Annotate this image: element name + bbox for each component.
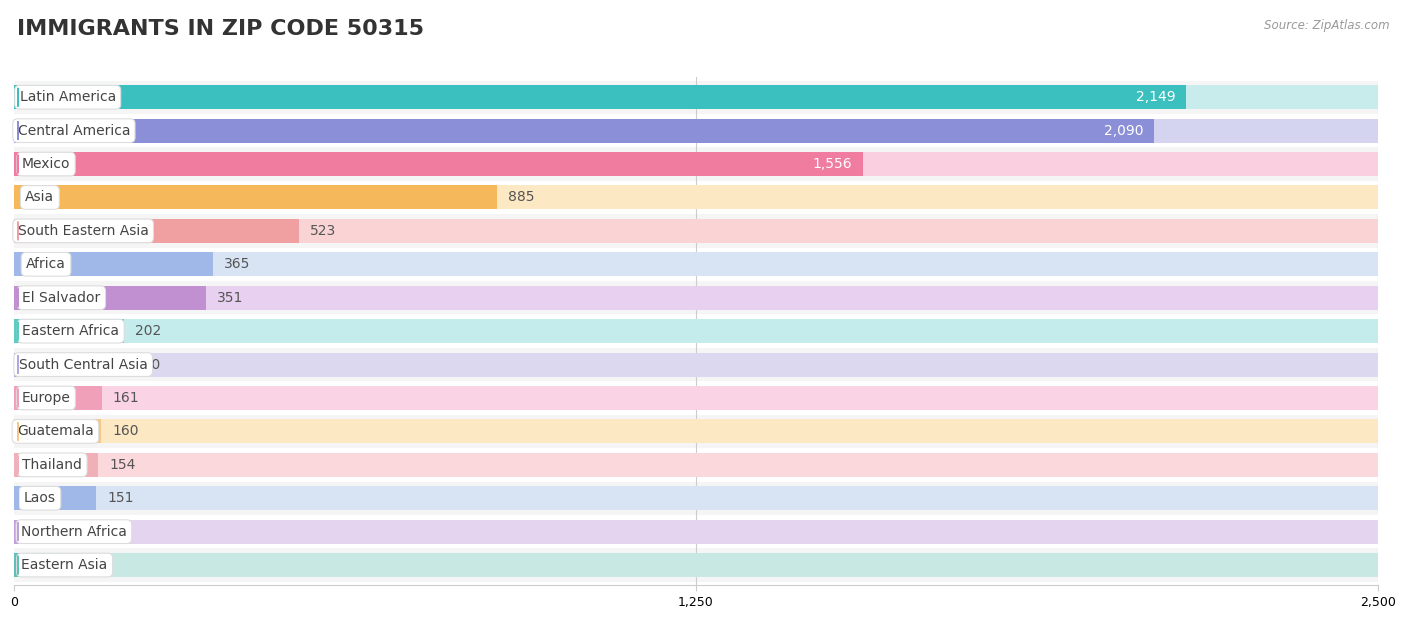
Text: Guatemala: Guatemala bbox=[17, 424, 94, 439]
Bar bbox=[14, 486, 1378, 511]
Bar bbox=[14, 219, 1378, 243]
Text: 200: 200 bbox=[134, 358, 160, 372]
Bar bbox=[14, 381, 1378, 415]
Bar bbox=[14, 352, 124, 377]
Text: Eastern Asia: Eastern Asia bbox=[21, 558, 108, 572]
Text: 885: 885 bbox=[508, 190, 534, 204]
Bar bbox=[14, 152, 863, 176]
Text: South Central Asia: South Central Asia bbox=[18, 358, 148, 372]
Bar bbox=[14, 85, 1378, 109]
Bar bbox=[14, 515, 1378, 548]
Text: 112: 112 bbox=[86, 558, 112, 572]
Bar bbox=[14, 219, 299, 243]
Bar bbox=[14, 281, 1378, 314]
Bar bbox=[14, 181, 1378, 214]
Bar bbox=[14, 252, 1378, 276]
Bar bbox=[14, 214, 1378, 248]
Bar bbox=[14, 319, 124, 343]
Bar bbox=[14, 85, 1187, 109]
Bar bbox=[14, 386, 1378, 410]
Text: Northern Africa: Northern Africa bbox=[21, 525, 127, 539]
Bar bbox=[14, 352, 1378, 377]
Bar bbox=[14, 118, 1154, 143]
Text: Africa: Africa bbox=[27, 257, 66, 271]
Bar bbox=[14, 252, 214, 276]
Bar bbox=[14, 419, 1378, 444]
Text: Asia: Asia bbox=[25, 190, 55, 204]
Bar bbox=[14, 520, 76, 544]
Bar bbox=[14, 453, 1378, 477]
Text: Laos: Laos bbox=[24, 491, 56, 505]
Text: 160: 160 bbox=[112, 424, 139, 439]
Text: 151: 151 bbox=[107, 491, 134, 505]
Text: Source: ZipAtlas.com: Source: ZipAtlas.com bbox=[1264, 19, 1389, 32]
Text: 365: 365 bbox=[224, 257, 250, 271]
Bar bbox=[14, 248, 1378, 281]
Text: 1,556: 1,556 bbox=[813, 157, 852, 171]
Text: 202: 202 bbox=[135, 324, 162, 338]
Bar bbox=[14, 386, 101, 410]
Text: Latin America: Latin America bbox=[20, 90, 115, 104]
Text: Central America: Central America bbox=[18, 123, 131, 138]
Bar bbox=[14, 520, 1378, 544]
Bar bbox=[14, 185, 1378, 210]
Text: Eastern Africa: Eastern Africa bbox=[22, 324, 120, 338]
Text: 523: 523 bbox=[311, 224, 336, 238]
Bar bbox=[14, 152, 1378, 176]
Bar bbox=[14, 553, 75, 577]
Text: Europe: Europe bbox=[21, 391, 70, 405]
Bar bbox=[14, 118, 1378, 143]
Bar bbox=[14, 548, 1378, 582]
Bar bbox=[14, 448, 1378, 482]
Bar bbox=[14, 285, 205, 310]
Text: Mexico: Mexico bbox=[22, 157, 70, 171]
Text: 161: 161 bbox=[112, 391, 139, 405]
Bar bbox=[14, 453, 98, 477]
Bar bbox=[14, 314, 1378, 348]
Bar bbox=[14, 553, 1378, 577]
Bar bbox=[14, 486, 97, 511]
Bar bbox=[14, 415, 1378, 448]
Bar bbox=[14, 285, 1378, 310]
Text: 154: 154 bbox=[110, 458, 135, 472]
Text: 351: 351 bbox=[217, 291, 243, 305]
Bar bbox=[14, 419, 101, 444]
Bar bbox=[14, 185, 496, 210]
Text: Thailand: Thailand bbox=[22, 458, 82, 472]
Text: El Salvador: El Salvador bbox=[22, 291, 101, 305]
Text: South Eastern Asia: South Eastern Asia bbox=[18, 224, 149, 238]
Bar bbox=[14, 80, 1378, 114]
Bar bbox=[14, 147, 1378, 181]
Text: 2,090: 2,090 bbox=[1104, 123, 1143, 138]
Text: 2,149: 2,149 bbox=[1136, 90, 1175, 104]
Bar bbox=[14, 482, 1378, 515]
Bar bbox=[14, 348, 1378, 381]
Bar bbox=[14, 319, 1378, 343]
Text: IMMIGRANTS IN ZIP CODE 50315: IMMIGRANTS IN ZIP CODE 50315 bbox=[17, 19, 423, 39]
Text: 114: 114 bbox=[87, 525, 114, 539]
Bar bbox=[14, 114, 1378, 147]
